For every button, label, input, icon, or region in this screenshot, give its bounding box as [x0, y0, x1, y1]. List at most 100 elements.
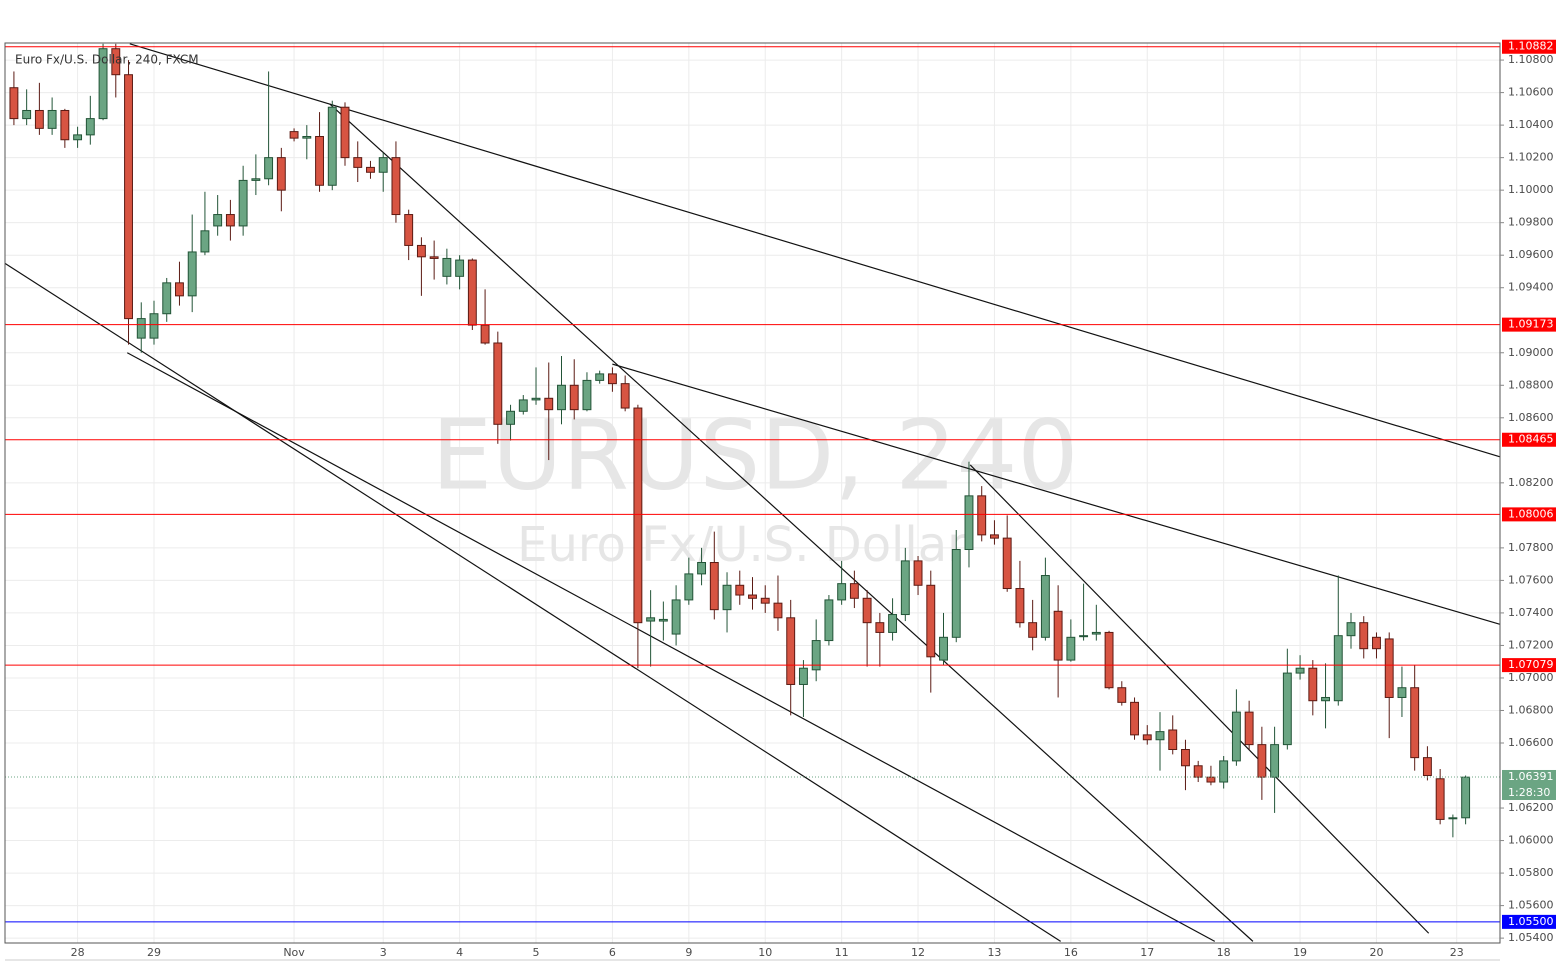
y-tick-label: 1.08800 [1508, 378, 1554, 391]
x-tick-label: 23 [1450, 946, 1464, 959]
candle-body [175, 282, 184, 297]
trend-line [612, 363, 1501, 625]
candle-body [60, 109, 70, 141]
candle-body [658, 618, 668, 622]
candle-body [225, 214, 235, 227]
level-label: 1.09173 [1508, 318, 1554, 331]
candle-body [1372, 636, 1381, 650]
y-tick-label: 1.05800 [1508, 866, 1554, 879]
candle-body [557, 384, 566, 411]
y-tick-label: 1.10000 [1508, 183, 1554, 196]
candle-body [926, 584, 936, 658]
last-price-box [1502, 769, 1556, 800]
candle-body [378, 157, 388, 173]
candle-body [187, 251, 197, 297]
candle-body [849, 583, 859, 599]
grid [5, 43, 1500, 943]
candle-body [1461, 776, 1471, 819]
candle-body [315, 135, 324, 186]
trend-line [329, 103, 1254, 942]
candle-body [760, 597, 770, 604]
level-label: 1.10882 [1508, 40, 1554, 53]
candle-body [722, 584, 732, 611]
candle-body [251, 178, 261, 181]
trend-line [969, 464, 1430, 934]
candle-body [798, 667, 808, 685]
candle-body [671, 599, 681, 635]
candle-body [1168, 729, 1178, 751]
candle-body [595, 373, 605, 381]
level-label-box [1502, 914, 1556, 929]
candle-body [544, 397, 554, 411]
y-tick-label: 1.06000 [1508, 834, 1554, 847]
candle-body [1219, 760, 1229, 783]
candle-body [900, 560, 910, 616]
candle-body [98, 48, 108, 120]
x-tick-label: 19 [1293, 946, 1307, 959]
candle-body [1193, 765, 1203, 778]
candle-body [964, 495, 974, 551]
trend-line [4, 262, 1061, 942]
candle-body [1321, 696, 1330, 702]
candle-body [1257, 744, 1267, 778]
y-tick-label: 1.10200 [1508, 151, 1554, 164]
candle-body [569, 384, 579, 411]
candle-body [1053, 610, 1063, 661]
candle-body [990, 534, 999, 539]
candle-body [200, 230, 210, 253]
level-label-box [1502, 39, 1556, 54]
candle-body [1015, 588, 1025, 624]
plot [4, 43, 1501, 942]
trend-line [126, 352, 1216, 942]
countdown-label: 1:28:30 [1508, 786, 1550, 799]
candle-body [340, 106, 350, 159]
y-tick-label: 1.05600 [1508, 899, 1554, 912]
candle-body [493, 342, 503, 425]
x-tick-label: 28 [71, 946, 85, 959]
candle-body [1308, 667, 1318, 702]
candle-body [951, 549, 961, 638]
candle-body [1435, 778, 1445, 820]
candle-body [149, 313, 159, 339]
x-tick-label: 13 [987, 946, 1001, 959]
x-tick-label: 10 [758, 946, 772, 959]
candle-body [480, 324, 490, 344]
y-tick-label: 1.07000 [1508, 671, 1554, 684]
candle-body [9, 87, 19, 120]
x-tick-label: 16 [1064, 946, 1078, 959]
y-tick-label: 1.07800 [1508, 541, 1554, 554]
candle-body [939, 636, 948, 661]
candle-body [1181, 749, 1190, 767]
candle-body [913, 560, 923, 586]
level-label: 1.08465 [1508, 433, 1554, 446]
y-tick-label: 1.09800 [1508, 216, 1554, 229]
x-tick-label: 3 [380, 946, 387, 959]
candle-body [85, 118, 95, 136]
candle-body [1282, 672, 1292, 746]
candle-body [977, 495, 987, 536]
candle-body [124, 74, 133, 320]
y-tick-label: 1.06200 [1508, 801, 1554, 814]
candle-body [620, 383, 630, 409]
candle-body [1244, 711, 1254, 746]
candle-body [1117, 687, 1127, 703]
trend-line [129, 43, 1501, 458]
candle-body [289, 131, 299, 139]
y-tick-label: 1.06600 [1508, 736, 1554, 749]
x-tick-label: 17 [1140, 946, 1154, 959]
candle-body [1066, 636, 1076, 661]
y-tick-label: 1.07200 [1508, 638, 1554, 651]
candle-body [1410, 687, 1420, 759]
candle-body [1231, 711, 1241, 762]
plot-frame [4, 42, 1501, 944]
y-tick-label: 1.10800 [1508, 53, 1554, 66]
y-tick-label: 1.10600 [1508, 86, 1554, 99]
x-tick-label: 18 [1217, 946, 1231, 959]
y-tick-label: 1.06800 [1508, 703, 1554, 716]
level-label-box [1502, 658, 1556, 673]
candle-body [518, 399, 528, 412]
chart-title: Euro Fx/U.S. Dollar, 240, FXCM [15, 53, 199, 67]
candle-body [391, 157, 401, 216]
candle-body [824, 599, 834, 642]
